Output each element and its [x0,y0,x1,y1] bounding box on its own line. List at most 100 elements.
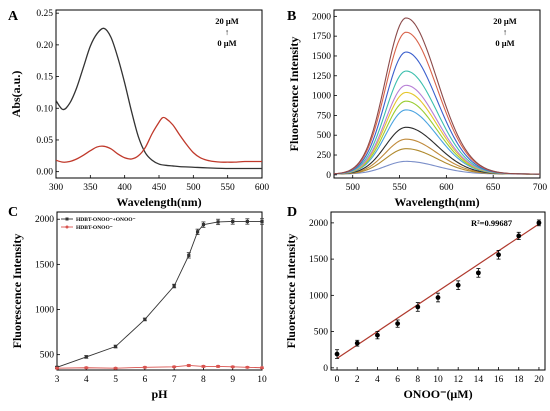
y-tick-label: 1250 [312,72,331,82]
data-point [496,252,501,258]
panel-d: D 0 2 4 6 8 10 12 14 16 18 20 0 500 1000 1500 2000 ONOO⁻(… [284,205,546,401]
y-tick-label: 0.20 [36,41,53,51]
y-tick-label: 0.05 [36,136,53,146]
x-tick-label: 700 [533,183,548,193]
data-point [334,351,340,357]
plot-frame [333,9,541,179]
x-tick-label: 8 [415,375,420,385]
x-tick-label: 18 [514,375,524,385]
y-tick-label: 0.10 [36,104,53,114]
data-point [354,340,360,346]
x-tick-label: 20 [534,375,544,385]
y-tick-label: 1500 [312,52,331,62]
concentration-annotation: 0 μM [217,38,236,48]
y-tick-label: 2000 [35,215,54,225]
y-tick-label: 750 [317,111,332,121]
y-tick-label: 1500 [35,260,54,270]
x-tick-label: 600 [255,183,270,193]
data-point-square [187,253,191,257]
ph-series-line-0 [56,221,262,368]
data-point-square [195,230,200,234]
data-point [516,233,522,239]
y-tick-label: 2000 [312,12,331,22]
data-point-square [113,344,118,349]
data-point [455,282,461,288]
data-point [536,220,542,226]
data-point-circle [84,366,88,370]
data-point [435,295,441,300]
x-tick-label: 10 [257,375,267,385]
emission-curve-11 [334,17,540,175]
data-point-circle [216,364,220,368]
x-tick-label: 3 [55,375,60,385]
y-tick-label: 0.00 [36,168,53,178]
x-axis-title: ONOO⁻(μM) [403,387,472,401]
y-tick-label: 0 [323,364,328,374]
y-tick-label: 500 [314,328,329,338]
x-tick-label: 5 [113,375,118,385]
legend-label: HDBT-ONOO⁻+ONOO⁻ [76,217,136,223]
concentration-annotation: 20 μM [215,16,238,26]
data-point-circle [113,366,118,370]
panel-a: A 300 350 400 450 500 550 600 0.00 0.05 0.10 0.15 0.… [8,9,269,209]
data-point [395,321,401,327]
data-point-square [172,284,176,288]
x-tick-label: 350 [83,183,98,193]
concentration-annotation: ↑ [503,27,507,37]
data-point-square [260,219,264,224]
legend-marker [65,225,69,229]
y-tick-label: 250 [317,151,332,161]
y-tick-label: 0.25 [36,9,53,19]
x-tick-label: 500 [346,183,361,193]
y-tick-label: 2000 [309,219,328,229]
y-axis-title: Fluorescence Intensity [287,37,301,152]
x-tick-label: 6 [142,375,147,385]
x-tick-label: 9 [230,375,235,385]
x-tick-label: 500 [186,183,201,193]
y-tick-label: 0.15 [36,73,53,83]
data-point-circle [172,365,176,369]
y-tick-label: 1000 [309,291,328,301]
data-point [375,332,380,338]
x-tick-label: 650 [486,183,501,193]
y-axis-title: Fluorescence Intensity [284,234,298,349]
data-point-circle [143,365,147,369]
data-point-circle [55,366,59,370]
data-point-square [245,219,249,224]
x-tick-label: 12 [453,375,463,385]
legend-marker [65,217,69,221]
y-tick-label: 1000 [312,92,331,102]
y-tick-label: 1500 [309,255,328,265]
panel-letter: B [287,9,296,24]
x-tick-label: 4 [84,375,89,385]
data-point-square [231,219,235,224]
data-point-square [143,317,147,322]
x-tick-label: 400 [118,183,133,193]
x-tick-label: 6 [395,375,400,385]
y-tick-label: 500 [317,131,332,141]
panel-b: B 500 550 600 650 700 0 250 500 750 1000 1250 1500 17… [287,9,547,209]
data-point-circle [245,365,249,369]
y-axis-title: Fluorescence Intensity [10,234,24,349]
x-tick-label: 4 [375,375,380,385]
y-tick-label: 1000 [35,306,54,316]
x-tick-label: 0 [335,375,340,385]
concentration-annotation: 20 μM [493,16,516,26]
x-tick-label: 8 [201,375,206,385]
legend-label: HDBT-ONOO⁻ [76,225,113,231]
data-point-circle [231,365,235,369]
x-tick-label: 14 [474,375,484,385]
data-point-circle [187,363,191,368]
x-axis-title: pH [151,387,168,401]
plot-frame [56,211,263,371]
data-point [475,270,481,276]
data-point-square [201,223,206,227]
x-tick-label: 7 [172,375,177,385]
x-axis-title: Wavelength(nm) [394,195,479,209]
concentration-annotation: ↑ [225,27,229,37]
y-tick-label: 500 [40,351,55,361]
x-tick-label: 10 [433,375,443,385]
x-tick-label: 600 [439,183,454,193]
panel-c: C 3 4 5 6 7 8 9 10 500 1000 1500 2000 pH Fluorescence … [8,205,267,401]
